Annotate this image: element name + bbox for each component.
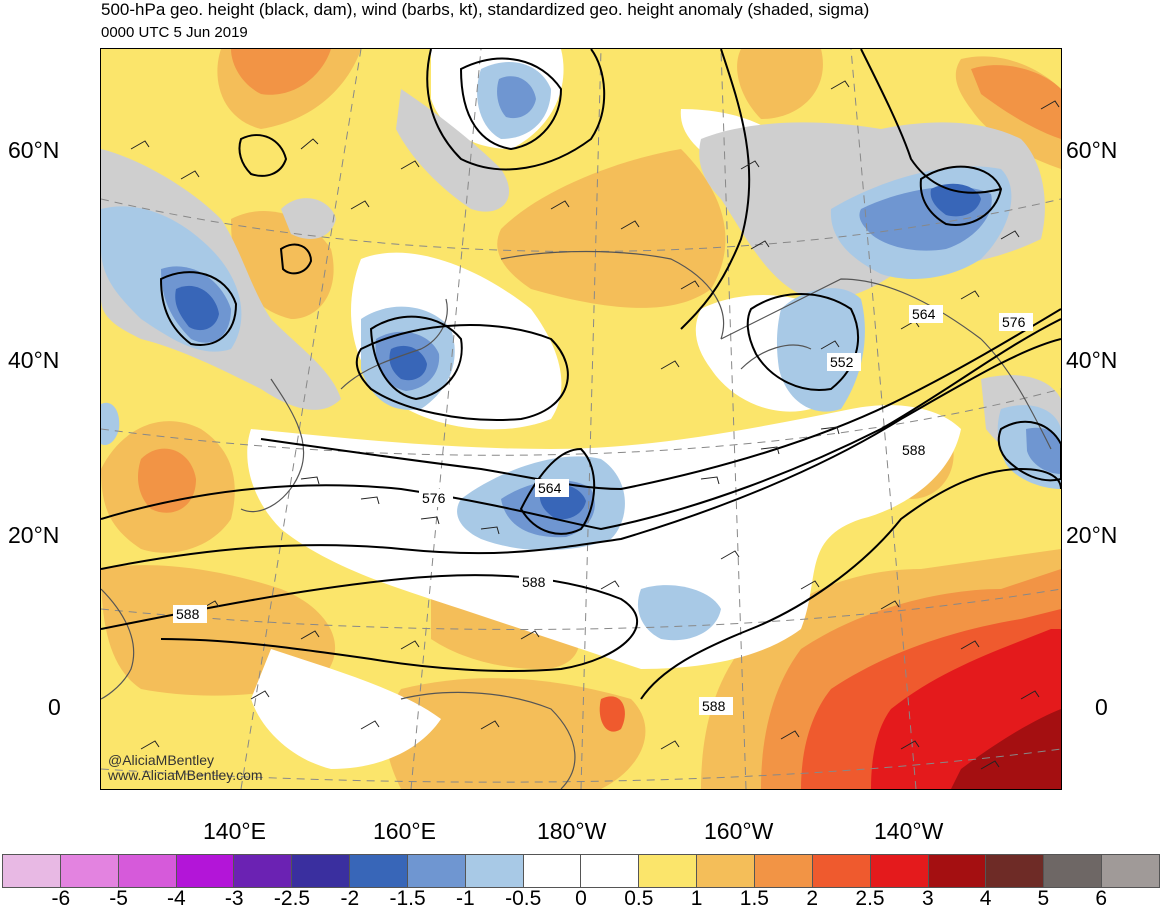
lat-label-left: 40°N — [8, 347, 60, 373]
lon-label: 160°W — [704, 818, 774, 844]
coastlines — [101, 250, 1052, 789]
contour-label: 576 — [1002, 314, 1026, 330]
lat-label-left: 60°N — [8, 137, 60, 163]
contour-label: 588 — [702, 698, 726, 714]
contour-label: 564 — [538, 480, 562, 496]
colorbar-label: -1.5 — [389, 887, 426, 910]
colorbar-swatch — [581, 855, 640, 887]
colorbar-swatch — [928, 855, 987, 887]
lat-label-left: 20°N — [8, 522, 60, 548]
colorbar-label: -2.5 — [273, 887, 311, 910]
colorbar-swatch — [350, 855, 408, 887]
colorbar-label: 5 — [1037, 887, 1050, 910]
wind-barbs — [130, 80, 1060, 770]
colorbar-swatch — [60, 855, 119, 887]
colorbar-label: 2.5 — [855, 887, 885, 910]
colorbar-label: -6 — [51, 887, 71, 910]
map-panel: 564 552 588 564 576 588 588 576 588 — [100, 48, 1062, 790]
colorbar-label: 0.5 — [624, 887, 654, 910]
colorbar-swatch — [639, 855, 698, 887]
colorbar-label: -0.5 — [505, 887, 542, 910]
colorbar-swatch — [1102, 855, 1159, 887]
colorbar-swatch — [870, 855, 929, 887]
contour-label: 576 — [422, 490, 446, 506]
map-title: 500-hPa geo. height (black, dam), wind (… — [101, 0, 870, 19]
contour-label: 564 — [912, 306, 936, 322]
colorbar-swatch — [3, 855, 61, 887]
colorbar-label: 6 — [1095, 887, 1108, 910]
contour-label-bg — [999, 313, 1033, 331]
colorbar-swatch — [1044, 855, 1103, 887]
colorbar-label: 0 — [575, 887, 587, 910]
colorbar-swatch — [176, 855, 235, 887]
anomaly-red-areas — [138, 49, 1061, 789]
colorbar-swatch — [523, 855, 582, 887]
lat-label-right: 40°N — [1066, 347, 1118, 373]
lat-label-right: 0 — [1095, 694, 1108, 720]
contour-label-bg — [699, 697, 733, 715]
colorbar-label: -1 — [456, 887, 475, 910]
colorbar-label: -4 — [167, 887, 186, 910]
lat-label-left: 0 — [48, 694, 61, 720]
colorbar-swatch — [292, 855, 351, 887]
contour-label-bg — [899, 441, 933, 459]
colorbar-label: -2 — [340, 887, 360, 910]
colorbar — [2, 854, 1160, 888]
contour-label: 588 — [522, 574, 546, 590]
contour-label: 588 — [176, 606, 200, 622]
credit-website: www.AliciaMBentley.com — [108, 767, 263, 783]
colorbar-swatch — [986, 855, 1045, 887]
colorbar-label: -5 — [109, 887, 128, 910]
colorbar-swatch — [407, 855, 466, 887]
colorbar-swatch — [234, 855, 293, 887]
lon-label: 160°E — [373, 818, 436, 844]
contour-label-bg — [519, 573, 553, 591]
map-svg: 564 552 588 564 576 588 588 576 588 — [101, 49, 1061, 789]
colorbar-label: 2 — [806, 887, 819, 910]
colorbar-label: -3 — [224, 887, 244, 910]
colorbar-label: 1.5 — [739, 887, 769, 910]
contour-label-bg — [535, 479, 569, 497]
credit-handle: @AliciaMBentley — [108, 752, 215, 768]
colorbar-labels: -6 -5 -4 -3 -2.5 -2 -1.5 -1 -0.5 0 0.5 1 1.5 2 2.5 3 4 5 6 — [0, 887, 1160, 913]
colorbar-swatch — [465, 855, 524, 887]
height-contours — [101, 49, 1061, 700]
colorbar-label: 3 — [921, 887, 934, 910]
colorbar-label: 1 — [690, 887, 703, 910]
contour-labels: 564 552 588 564 576 588 588 576 588 — [173, 305, 1033, 715]
colorbar-swatch — [754, 855, 813, 887]
contour-label-bg — [173, 605, 207, 623]
colorbar-swatch — [118, 855, 177, 887]
lon-label: 180°W — [537, 818, 607, 844]
contour-label: 588 — [902, 442, 926, 458]
colorbar-swatch — [812, 855, 871, 887]
lon-label: 140°W — [874, 818, 944, 844]
lon-label: 140°E — [203, 818, 266, 844]
lat-label-right: 20°N — [1066, 522, 1118, 548]
contour-label-bg — [419, 489, 453, 507]
map-valid-time: 0000 UTC 5 Jun 2019 — [101, 24, 248, 41]
colorbar-swatch — [697, 855, 755, 887]
lat-label-right: 60°N — [1066, 137, 1118, 163]
contour-label-bg — [909, 305, 943, 323]
colorbar-label: 4 — [979, 887, 992, 910]
contour-label-bg — [827, 353, 861, 371]
contour-label: 552 — [830, 354, 854, 370]
